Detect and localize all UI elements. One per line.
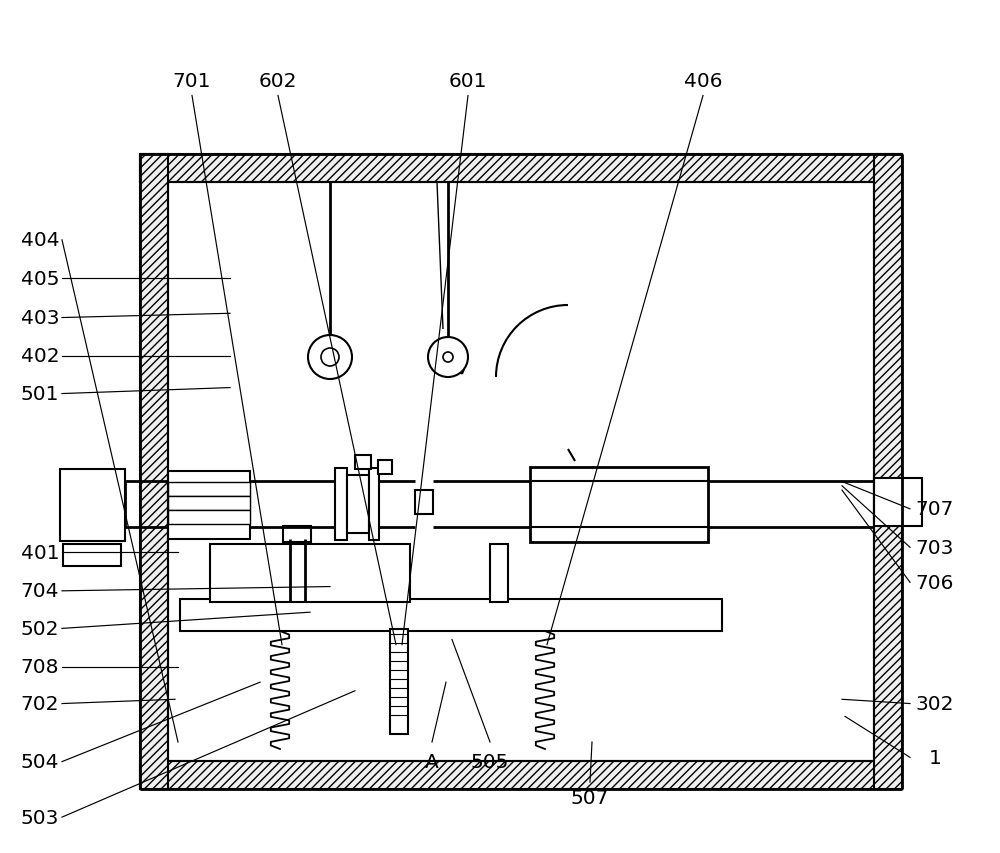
Text: 406: 406 (684, 72, 722, 90)
Text: 601: 601 (449, 72, 487, 90)
Text: 505: 505 (471, 752, 509, 771)
Text: 701: 701 (173, 72, 211, 90)
Bar (283, 526, 311, 543)
Text: 403: 403 (21, 309, 59, 328)
Text: 503: 503 (21, 808, 59, 827)
Bar (140, 154, 168, 789)
Text: 708: 708 (21, 658, 59, 676)
Bar (140, 154, 902, 183)
Bar (415, 490, 433, 514)
Bar (168, 496, 250, 510)
Bar (140, 761, 902, 789)
Text: 504: 504 (21, 752, 59, 771)
Bar (355, 456, 371, 469)
Bar (390, 630, 408, 734)
Text: 402: 402 (21, 347, 59, 366)
Bar (369, 468, 379, 540)
Text: 501: 501 (21, 385, 59, 403)
Bar (180, 600, 722, 631)
Bar (168, 472, 250, 539)
Bar (335, 468, 347, 540)
Bar (210, 544, 410, 602)
Text: 302: 302 (916, 694, 954, 713)
Text: 707: 707 (916, 500, 954, 519)
Bar (63, 544, 121, 566)
Text: 502: 502 (21, 619, 59, 638)
Bar (168, 510, 250, 525)
Bar (530, 467, 708, 543)
Text: 401: 401 (21, 543, 59, 562)
Circle shape (308, 335, 352, 380)
Text: 702: 702 (21, 694, 59, 713)
Text: 1: 1 (929, 748, 941, 767)
Text: 704: 704 (21, 582, 59, 601)
Circle shape (443, 352, 453, 363)
Circle shape (321, 349, 339, 367)
Text: 706: 706 (916, 573, 954, 592)
Bar (60, 469, 125, 542)
Bar (168, 483, 250, 496)
Bar (874, 479, 922, 526)
Bar (347, 475, 369, 533)
Text: 507: 507 (571, 788, 609, 807)
Text: A: A (425, 752, 439, 771)
Text: 405: 405 (21, 270, 59, 288)
Text: 404: 404 (21, 231, 59, 250)
Bar (490, 544, 508, 602)
Bar (874, 154, 902, 789)
Bar (378, 461, 392, 474)
Text: 703: 703 (916, 538, 954, 557)
Text: 602: 602 (259, 72, 297, 90)
Circle shape (428, 338, 468, 378)
